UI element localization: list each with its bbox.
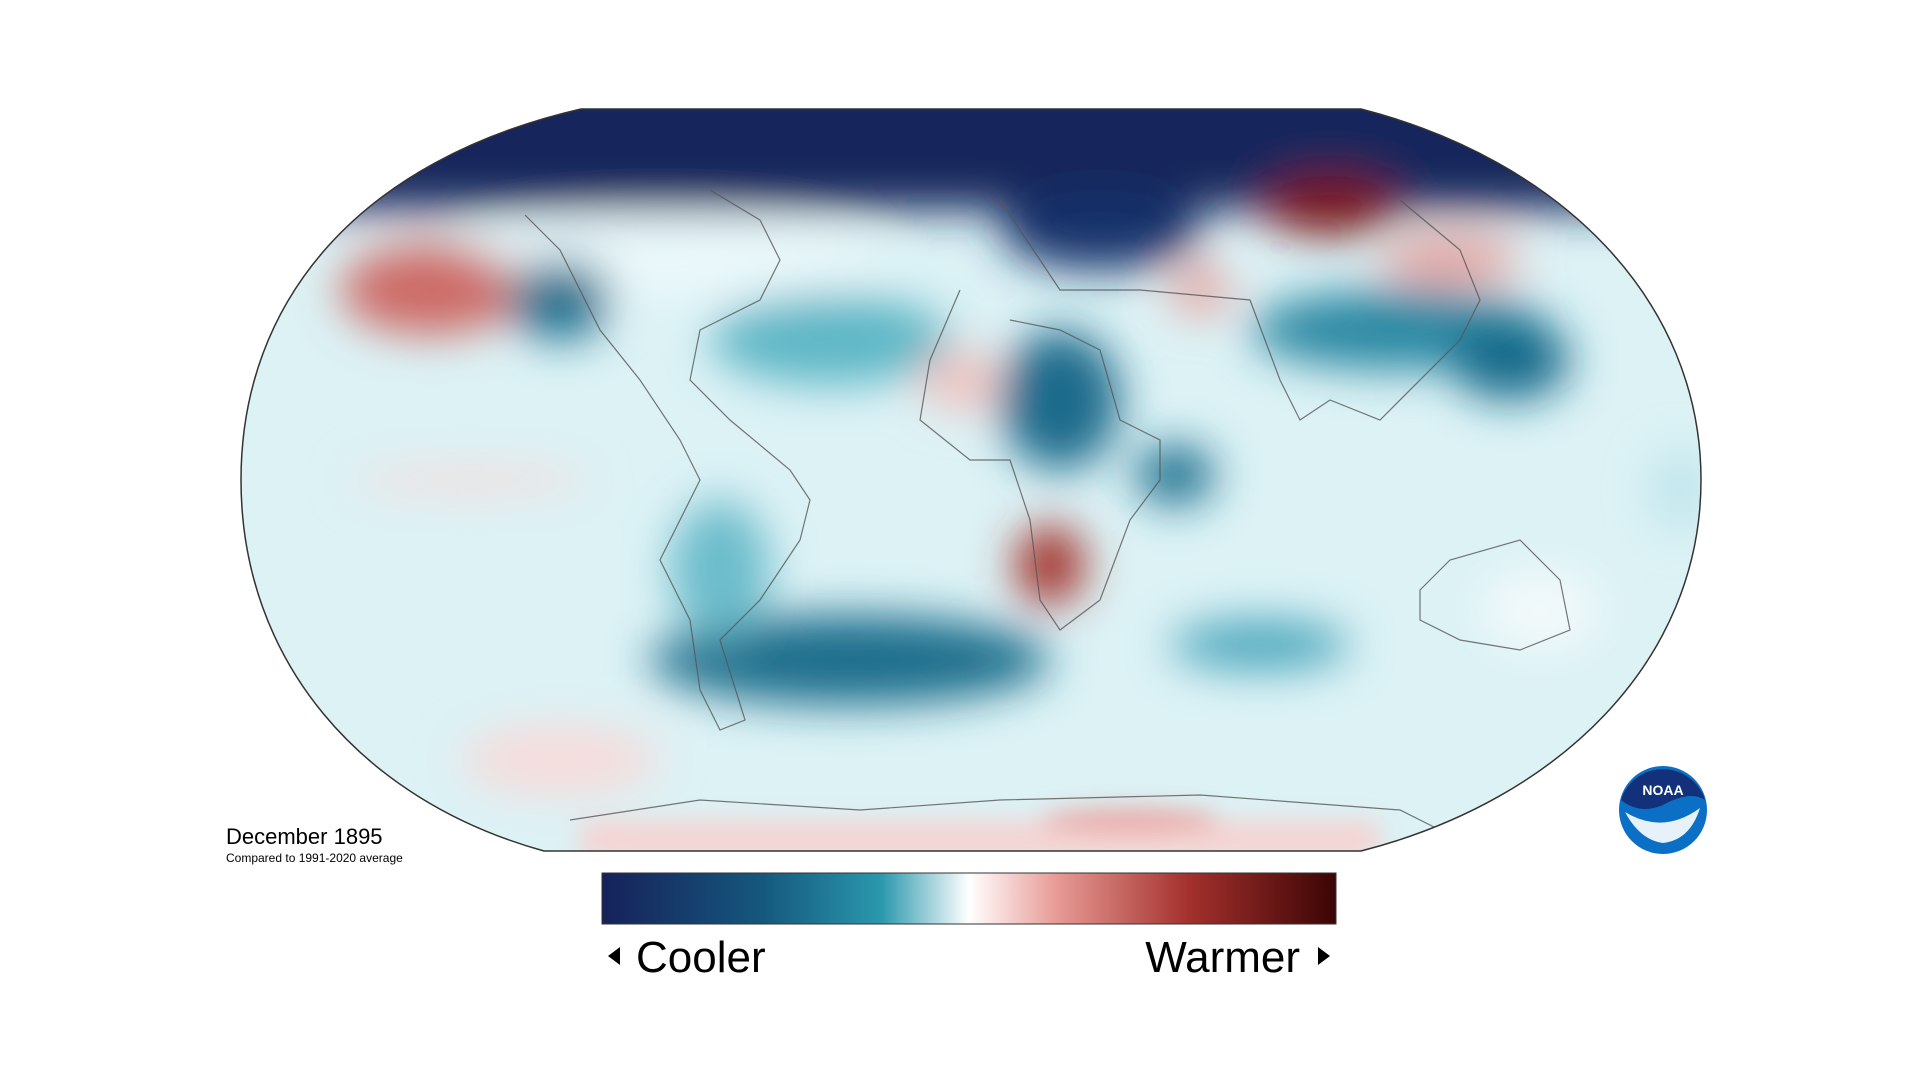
legend-low: Cooler [636, 933, 766, 982]
arrow-right [1318, 947, 1330, 965]
map-subtitle: Compared to 1991-2020 average [226, 851, 403, 865]
coastlines [524, 189, 1571, 831]
color-scale [601, 872, 1337, 925]
arrow-left [608, 947, 620, 965]
legend-high: Warmer [1145, 933, 1300, 982]
anomaly-map [241, 109, 1701, 851]
map-outline [240, 108, 1702, 852]
noaa-logo: NOAA [1619, 766, 1707, 854]
map-date: December 1895 [226, 824, 383, 849]
logo-text: NOAA [1642, 782, 1683, 798]
